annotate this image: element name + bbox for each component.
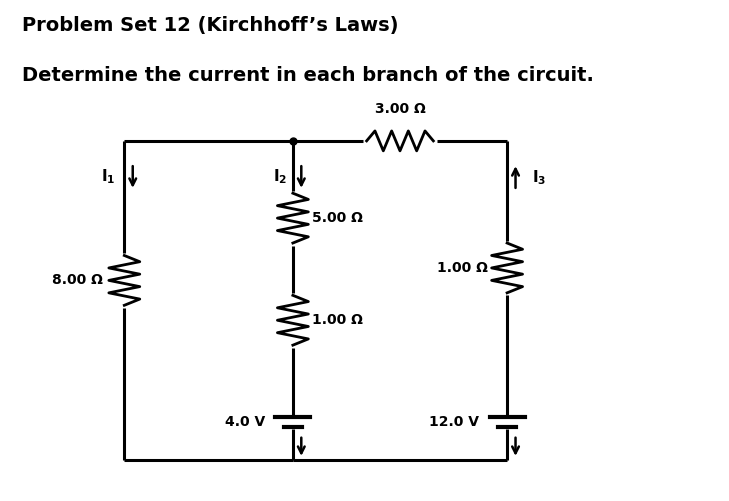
Text: 1.00 Ω: 1.00 Ω <box>312 313 363 327</box>
Text: Determine the current in each branch of the circuit.: Determine the current in each branch of … <box>23 66 594 85</box>
Text: Problem Set 12 (Kirchhoff’s Laws): Problem Set 12 (Kirchhoff’s Laws) <box>23 17 399 36</box>
Text: $\mathbf{I_1}$: $\mathbf{I_1}$ <box>101 167 115 186</box>
Text: 4.0 V: 4.0 V <box>225 415 265 429</box>
Text: $\mathbf{I_3}$: $\mathbf{I_3}$ <box>531 168 546 186</box>
Text: 5.00 Ω: 5.00 Ω <box>312 211 363 225</box>
Text: 8.00 Ω: 8.00 Ω <box>52 274 104 288</box>
Text: 12.0 V: 12.0 V <box>429 415 479 429</box>
Text: $\mathbf{I_2}$: $\mathbf{I_2}$ <box>273 167 287 186</box>
Text: 3.00 Ω: 3.00 Ω <box>375 102 425 116</box>
Text: 1.00 Ω: 1.00 Ω <box>437 261 488 275</box>
